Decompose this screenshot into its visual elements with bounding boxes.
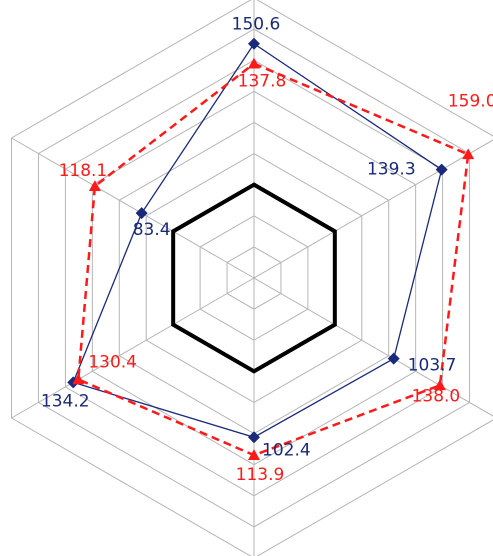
series-1-data-label: 134.2: [41, 391, 90, 411]
series-2-point: [248, 57, 260, 69]
series-2-data-label: 159.0: [448, 91, 493, 111]
axis-spoke: [11, 277, 255, 419]
series-1-point: [135, 207, 148, 220]
series-2-data-label: 118.1: [59, 161, 108, 181]
series-layer: [67, 37, 475, 460]
series-1-data-label: 150.6: [232, 15, 281, 35]
series-1-data-label: 139.3: [367, 160, 416, 180]
series-1-point: [248, 37, 260, 50]
series-2: [72, 57, 475, 460]
series-2-data-label: 137.8: [238, 72, 287, 92]
series-2-point: [248, 449, 260, 460]
axis-spoke: [253, 277, 493, 417]
series-1-line: [72, 42, 443, 438]
reference-ring: [171, 182, 337, 374]
series-1-data-label: 103.7: [408, 356, 457, 376]
axis-spoke: [11, 137, 255, 279]
series-1-data-label: 83.4: [133, 220, 171, 240]
series-2-point: [72, 373, 85, 385]
series-2-data-label: 130.4: [88, 352, 137, 372]
series-2-data-label: 138.0: [412, 386, 461, 406]
reference-ring-layer: [171, 182, 337, 374]
series-2-point: [462, 148, 475, 160]
data-label-layer: 150.6 139.3 103.7 102.4 134.2 83.4 137.8 159.0 1…: [41, 15, 493, 485]
series-1-point: [387, 352, 400, 365]
series-1-point: [435, 163, 448, 176]
axis-spoke: [253, 139, 493, 279]
series-2-point: [88, 180, 101, 191]
series-2-point: [433, 379, 446, 391]
series-1-data-label: 102.4: [262, 440, 311, 460]
series-1: [67, 37, 448, 444]
series-2-data-label: 113.9: [236, 465, 285, 485]
series-1-point: [248, 431, 260, 444]
